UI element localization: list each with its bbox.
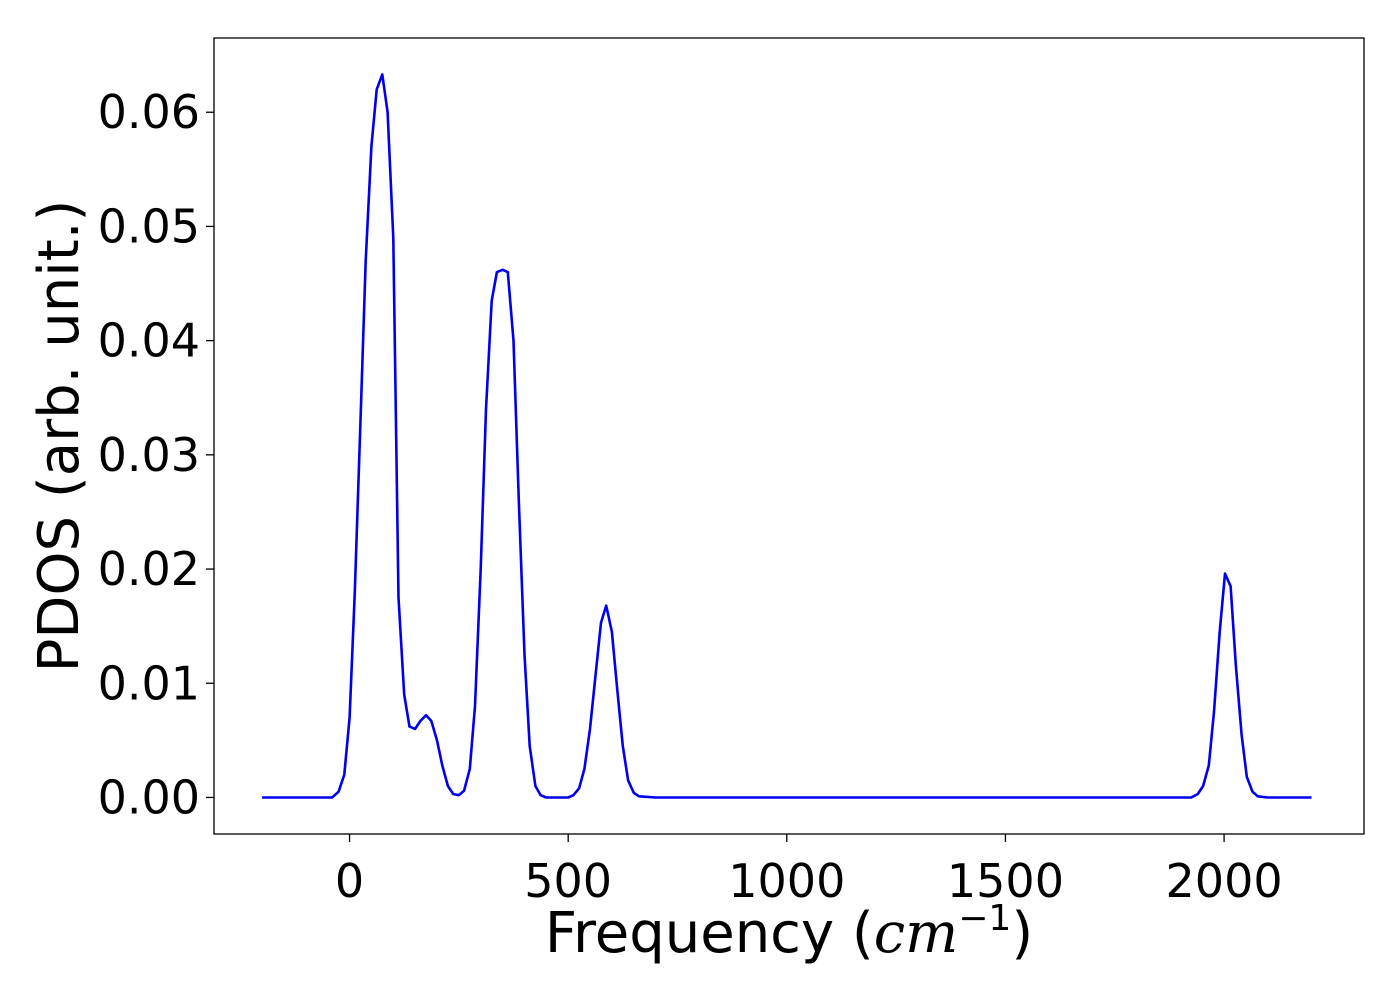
y-tick-label: 0.04 xyxy=(98,314,200,368)
x-tick-label: 1500 xyxy=(947,854,1064,908)
y-tick-label: 0.02 xyxy=(98,542,200,596)
x-tick-label: 0 xyxy=(335,854,364,908)
pdos-series-line xyxy=(262,73,1312,799)
x-tick-label: 1000 xyxy=(728,854,845,908)
y-tick-label: 0.01 xyxy=(98,656,200,710)
y-tick-label: 0.03 xyxy=(98,428,200,482)
y-tick-label: 0.05 xyxy=(98,199,200,253)
x-tick-label: 2000 xyxy=(1166,854,1283,908)
x-axis-ticks: 0 500 1000 1500 2000 xyxy=(335,834,1283,908)
y-tick-label: 0.00 xyxy=(98,770,200,824)
y-tick-label: 0.06 xyxy=(98,85,200,139)
x-tick-label: 500 xyxy=(524,854,612,908)
x-axis-title: Frequency (cm−1) xyxy=(545,898,1033,966)
series-layer xyxy=(262,73,1312,799)
plot-area-frame xyxy=(213,37,1365,835)
y-axis-ticks: 0.00 0.01 0.02 0.03 0.04 0.05 0.06 xyxy=(98,85,214,824)
y-axis-title: PDOS (arb. unit.) xyxy=(27,200,92,673)
